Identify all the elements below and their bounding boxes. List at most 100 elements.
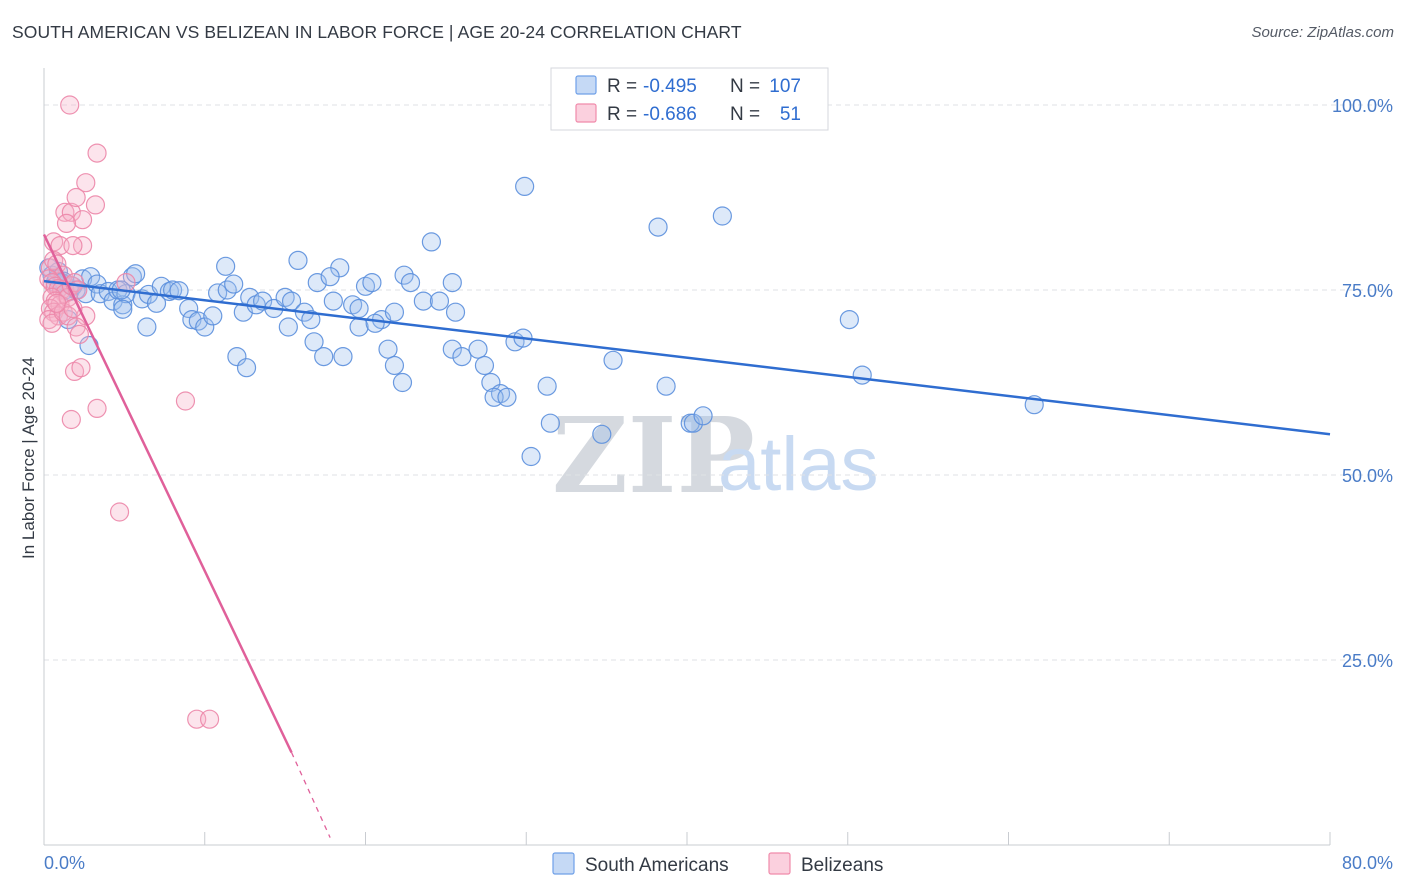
legend-n-label: N = bbox=[730, 104, 760, 125]
scatter-point bbox=[693, 406, 713, 426]
scatter-point bbox=[63, 236, 83, 256]
legend-r-value-south-americans: -0.495 bbox=[643, 76, 697, 97]
scatter-point bbox=[109, 502, 130, 522]
scatter-point bbox=[445, 302, 466, 322]
legend-n-value-belizeans: 51 bbox=[780, 104, 801, 125]
scatter-point bbox=[71, 358, 91, 378]
series-legend-label-south-americans: South Americans bbox=[585, 855, 729, 876]
scatter-point bbox=[47, 293, 67, 313]
scatter-point bbox=[203, 306, 223, 326]
scatter-point bbox=[169, 281, 189, 301]
y-tick-label: 100.0% bbox=[1332, 96, 1393, 116]
x-ticks bbox=[204, 832, 1331, 845]
scatter-point bbox=[87, 398, 107, 418]
scatter-point bbox=[288, 250, 308, 270]
series-legend-swatch-south-americans bbox=[552, 852, 575, 875]
gridlines bbox=[44, 104, 1392, 661]
scatter-point bbox=[278, 317, 298, 337]
scatter-point bbox=[320, 267, 340, 287]
scatter-point bbox=[333, 347, 353, 367]
scatter-point bbox=[236, 358, 257, 378]
scatter-point bbox=[85, 195, 106, 215]
scatter-point bbox=[400, 273, 421, 293]
stats-legend: R = -0.495 N = 107 R = -0.686 N = 51 bbox=[550, 67, 829, 131]
scatter-point bbox=[227, 347, 247, 367]
scatter-point bbox=[72, 210, 93, 230]
series-legend: South Americans Belizeans bbox=[552, 852, 883, 876]
watermark-zip: ZIP bbox=[552, 394, 755, 517]
source-credit: Source: ZipAtlas.com bbox=[1251, 24, 1394, 41]
scatter-point bbox=[481, 372, 501, 393]
scatter-point bbox=[442, 339, 462, 359]
scatter-point bbox=[384, 355, 405, 376]
scatter-point bbox=[362, 273, 382, 293]
scatter-point bbox=[712, 206, 732, 226]
scatter-point bbox=[421, 232, 442, 252]
scatter-point bbox=[392, 372, 413, 393]
scatter-point bbox=[349, 317, 369, 337]
y-tick-labels: 25.0% 50.0% 75.0% 100.0% bbox=[1332, 96, 1393, 671]
scatter-point bbox=[452, 347, 472, 367]
scatter-point bbox=[521, 446, 541, 467]
scatter-point bbox=[60, 95, 80, 115]
scatter-point bbox=[384, 302, 405, 322]
x-tick-label-min: 0.0% bbox=[44, 853, 85, 873]
trend-lines bbox=[42, 233, 1331, 838]
chart-title: SOUTH AMERICAN VS BELIZEAN IN LABOR FORC… bbox=[12, 22, 742, 42]
scatter-point bbox=[113, 295, 133, 315]
scatter-point bbox=[56, 213, 77, 233]
scatter-point bbox=[224, 274, 244, 294]
legend-r-value-belizeans: -0.686 bbox=[643, 104, 697, 125]
legend-swatch-south-americans bbox=[575, 75, 597, 95]
scatter-point bbox=[66, 187, 86, 208]
scatter-point bbox=[175, 391, 196, 411]
scatter-point bbox=[442, 273, 462, 293]
legend-n-label: N = bbox=[730, 76, 760, 97]
scatter-point bbox=[61, 202, 81, 222]
y-tick-label: 25.0% bbox=[1342, 651, 1393, 671]
scatter-point bbox=[87, 143, 107, 163]
scatter-point bbox=[378, 339, 398, 359]
scatter-point bbox=[497, 387, 517, 407]
legend-r-label: R = bbox=[607, 76, 637, 97]
x-tick-label-max: 80.0% bbox=[1342, 853, 1393, 873]
south-americans-points bbox=[39, 176, 1044, 467]
scatter-point bbox=[76, 173, 96, 193]
legend-n-value-south-americans: 107 bbox=[769, 76, 801, 97]
watermark-atlas: atlas bbox=[718, 422, 879, 507]
scatter-point bbox=[474, 355, 495, 376]
scatter-point bbox=[656, 376, 676, 396]
scatter-point bbox=[137, 317, 157, 337]
scatter-point bbox=[592, 424, 612, 444]
scatter-point bbox=[69, 324, 89, 344]
scatter-point bbox=[603, 350, 623, 370]
y-axis-label: In Labor Force | Age 20-24 bbox=[19, 357, 38, 559]
scatter-point bbox=[683, 413, 704, 433]
legend-r-label: R = bbox=[607, 104, 637, 125]
scatter-point bbox=[648, 217, 668, 237]
scatter-point bbox=[199, 709, 220, 729]
scatter-point bbox=[839, 310, 859, 330]
scatter-point bbox=[349, 298, 369, 319]
scatter-point bbox=[163, 280, 183, 300]
scatter-point bbox=[394, 265, 414, 285]
scatter-point bbox=[468, 339, 488, 359]
scatter-point bbox=[113, 299, 133, 319]
trend-line-belizeans bbox=[42, 233, 293, 754]
scatter-point bbox=[429, 291, 450, 311]
scatter-point bbox=[540, 413, 560, 433]
scatter-point bbox=[852, 365, 872, 385]
y-tick-label: 50.0% bbox=[1342, 466, 1393, 486]
scatter-point bbox=[314, 347, 334, 367]
trend-line-south-americans bbox=[43, 279, 1331, 436]
scatter-point bbox=[515, 176, 535, 196]
scatter-point bbox=[61, 409, 81, 430]
scatter-point bbox=[413, 291, 433, 311]
scatter-point bbox=[365, 313, 385, 333]
scatter-point bbox=[304, 332, 324, 352]
scatter-point bbox=[537, 376, 557, 396]
scatter-point bbox=[72, 236, 93, 256]
scatter-point bbox=[301, 310, 321, 330]
series-legend-swatch-belizeans bbox=[768, 852, 791, 875]
